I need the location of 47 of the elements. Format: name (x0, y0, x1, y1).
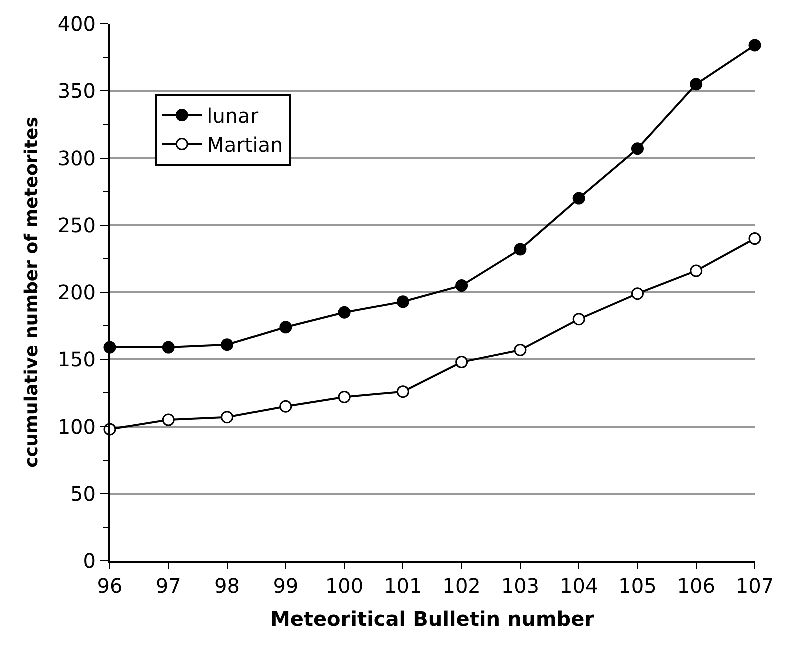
x-tick-label: 102 (442, 574, 481, 598)
y-tick-label: 350 (58, 79, 96, 104)
point (162, 414, 175, 426)
y-tick-label: 0 (83, 549, 96, 573)
y-tick-label: 50 (70, 482, 96, 506)
point (396, 296, 410, 308)
x-tick-label: 107 (736, 574, 774, 598)
point (631, 142, 644, 156)
point (690, 264, 703, 278)
y-axis-title: ccumulative number of meteorites (22, 117, 43, 468)
legend-label: lunar (207, 104, 260, 128)
y-tick-label: 100 (58, 414, 96, 439)
x-tick-label: 98 (214, 574, 240, 598)
point (338, 390, 351, 404)
point (748, 39, 762, 52)
point (514, 344, 527, 356)
x-tick-label: 104 (560, 574, 598, 598)
y-tick-label: 150 (58, 348, 96, 372)
point (631, 288, 644, 300)
x-tick-label: 100 (325, 574, 364, 598)
x-tick-label: 103 (501, 574, 540, 598)
point (280, 400, 292, 413)
y-tick-label: 250 (58, 213, 96, 238)
point (456, 356, 468, 369)
point (456, 280, 468, 292)
point (221, 411, 234, 424)
point (690, 78, 703, 91)
point (572, 313, 586, 326)
y-tick-label: 300 (58, 146, 96, 170)
point (162, 341, 175, 354)
y-tick-label: 200 (58, 280, 96, 304)
legend-label: Martian (207, 133, 284, 158)
point (338, 306, 351, 319)
point (396, 386, 410, 398)
x-tick-label: 99 (273, 574, 299, 598)
point (514, 243, 527, 256)
y-tick-label: 400 (58, 12, 96, 36)
point (572, 192, 586, 205)
x-axis-title: Meteoritical Bulletin number (270, 607, 595, 631)
point (221, 338, 234, 352)
x-tick-label: 96 (97, 574, 123, 598)
x-tick-label: 105 (618, 574, 657, 598)
x-tick-label: 106 (677, 574, 716, 598)
x-tick-label: 97 (156, 574, 182, 598)
x-tick-label: 101 (384, 574, 422, 598)
point (280, 321, 292, 334)
point (748, 232, 762, 246)
